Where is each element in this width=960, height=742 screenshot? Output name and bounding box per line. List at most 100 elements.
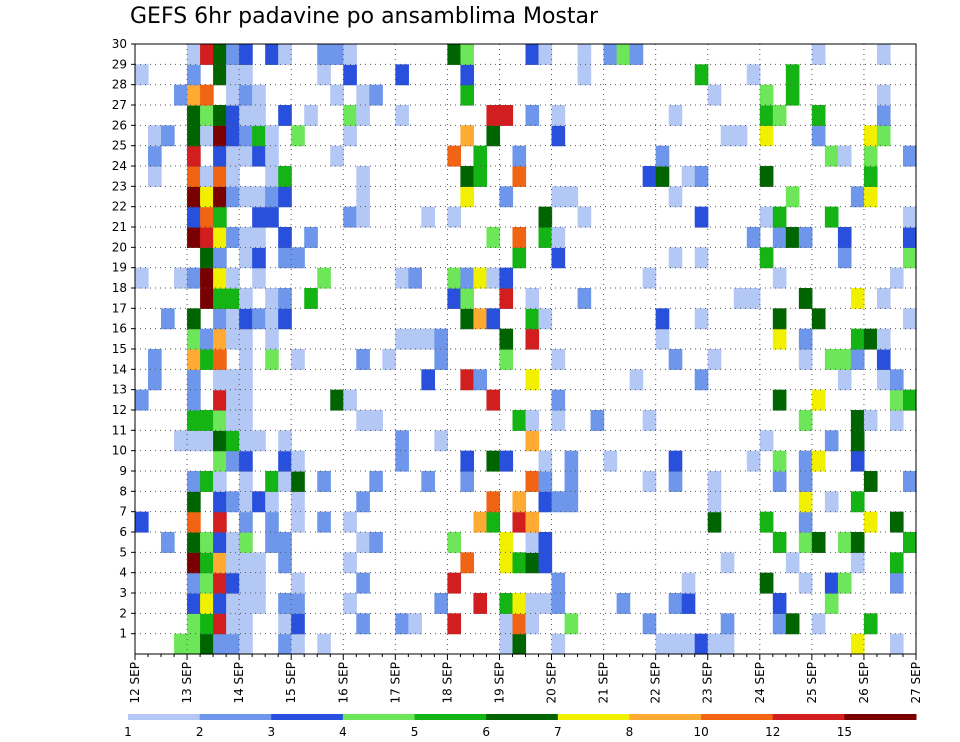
precip-cell [226,410,240,431]
colorbar: 1 2 3 4 5 6 7 8 10 12 15 [124,714,917,739]
precip-cell [850,491,865,513]
precip-cell [187,145,201,167]
x-tick-label: 18 SEP [440,662,454,704]
precip-cell [161,125,175,147]
y-tick-label: 1 [119,627,127,641]
precip-cell [239,369,253,391]
precip-cell [187,389,201,411]
precip-cell [512,227,527,248]
precip-cell [265,206,279,228]
precip-cell [213,410,227,431]
precip-cell [499,633,514,655]
precip-cell [824,491,839,513]
precip-cell [434,593,448,614]
precip-cell [278,247,292,269]
precip-cell [291,613,305,635]
precip-cell [213,349,227,370]
precip-cell [226,593,240,614]
precip-cell [785,64,800,86]
precip-cell [486,511,501,533]
colorbar-label: 8 [626,725,634,739]
precip-cell [265,44,279,65]
precip-cell [837,572,852,594]
precip-cell [252,308,266,330]
precip-cell [187,308,201,330]
precip-cell [850,450,865,472]
colorbar-segment [844,714,917,720]
precip-cell [135,267,149,289]
precip-cell [252,145,266,167]
precip-cell [421,471,435,492]
x-tick-label: 14 SEP [232,662,246,704]
cells-layer [135,44,917,655]
precip-cell [525,552,540,574]
y-tick-label: 12 [112,403,127,417]
precip-cell [525,430,540,452]
y-tick-label: 8 [119,484,127,498]
precip-cell [837,369,852,391]
precip-cell [499,532,514,553]
precip-cell [811,450,826,472]
precip-cell [187,572,201,594]
y-tick-label: 29 [112,57,127,71]
precip-cell [889,267,904,289]
precip-cell [460,267,475,289]
precip-cell [863,125,878,147]
precip-cell [551,105,566,126]
precip-cell [811,389,826,411]
precip-cell [187,593,201,614]
precip-cell [655,328,670,350]
precip-cell [577,206,592,228]
precip-cell [499,349,514,370]
precip-cell [356,410,370,431]
precip-cell [252,206,266,228]
precip-cell [213,267,227,289]
precip-cell [291,511,305,533]
precip-cell [902,308,917,330]
precip-cell [772,613,787,635]
precip-cell [213,552,227,574]
precip-cell [200,410,214,431]
y-tick-label: 2 [119,606,127,620]
precip-cell [239,552,253,574]
precip-cell [226,166,240,187]
precip-cell [200,471,214,492]
precip-cell [447,44,462,65]
precip-cell [239,511,253,533]
precip-cell [395,64,409,86]
precip-cell [330,84,344,106]
precip-cell [395,267,409,289]
precip-cell [876,328,891,350]
precip-cell [655,308,670,330]
precip-cell [798,532,813,553]
precip-cell [174,430,188,452]
precip-cell [538,206,553,228]
precip-cell [746,227,761,248]
precip-cell [694,166,709,187]
precip-cell [239,145,253,167]
precip-cell [837,532,852,553]
precip-cell [759,125,774,147]
precip-cell [226,369,240,391]
precip-cell [239,64,253,86]
precip-cell [408,613,422,635]
precip-cell [551,633,566,655]
colorbar-segment [701,714,774,720]
precip-cell [239,84,253,106]
precip-cell [187,349,201,370]
precip-cell [668,186,683,208]
precip-cell [447,206,462,228]
precip-cell [460,369,475,391]
precip-cell [863,613,878,635]
precip-cell [187,328,201,350]
precip-cell [447,572,462,594]
precip-cell [213,430,227,452]
precip-cell [213,369,227,391]
precip-cell [213,44,227,65]
precip-cell [889,410,904,431]
precip-cell [707,471,722,492]
colorbar-segment [128,714,201,720]
precip-cell [759,206,774,228]
precip-cell [512,247,527,269]
precip-cell [759,572,774,594]
